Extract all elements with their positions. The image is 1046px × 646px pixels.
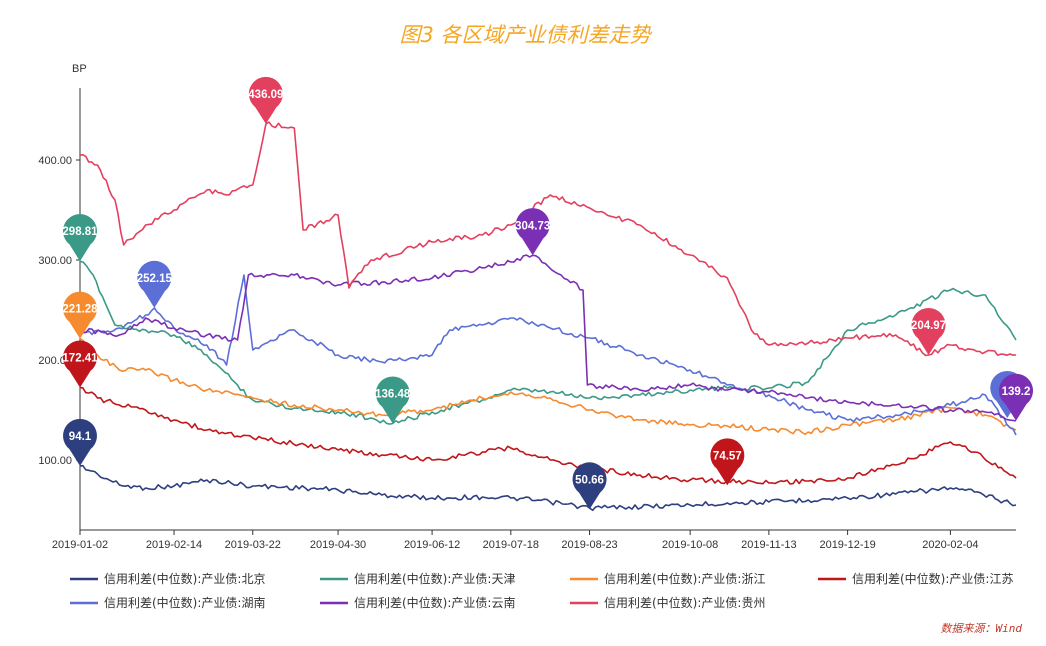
- data-pin-marker: [63, 214, 97, 262]
- series-line: [79, 121, 1017, 357]
- data-pin-label: 74.57: [713, 450, 742, 462]
- legend-entry: 信用利差(中位数):产业债:云南: [320, 595, 515, 610]
- legend-label: 信用利差(中位数):产业债:天津: [354, 571, 515, 586]
- x-tick-label: 2019-01-02: [52, 539, 108, 551]
- data-pin-label: 252.15: [137, 273, 173, 285]
- legend-entry: 信用利差(中位数):产业债:贵州: [570, 595, 765, 610]
- y-tick-label: 100.00: [38, 455, 72, 467]
- y-axis-unit-label: BP: [72, 63, 87, 75]
- data-pin: 298.81: [62, 214, 98, 262]
- data-pin: 252.15: [137, 260, 173, 308]
- legend-label: 信用利差(中位数):产业债:湖南: [104, 595, 265, 610]
- data-pin-label: 304.73: [515, 220, 550, 232]
- chart-title: 图3 各区域产业债利差走势: [399, 23, 652, 47]
- legend: 信用利差(中位数):产业债:北京 信用利差(中位数):产业债:天津 信用利差(中位数…: [70, 571, 1013, 610]
- x-tick-label: 2019-08-23: [561, 539, 617, 551]
- legend-label: 信用利差(中位数):产业债:云南: [354, 595, 515, 610]
- data-pin-marker: [999, 373, 1033, 421]
- legend-label: 信用利差(中位数):产业债:浙江: [604, 571, 765, 586]
- data-pin-label: 221.28: [62, 304, 98, 316]
- series-line: [79, 260, 1017, 425]
- legend-label: 信用利差(中位数):产业债:贵州: [604, 595, 765, 610]
- series-line: [79, 254, 1017, 422]
- data-pin-label: 204.97: [911, 320, 946, 332]
- x-tick-label: 2019-12-19: [819, 539, 875, 551]
- series-line: [79, 337, 1017, 436]
- data-pin: 94.1: [63, 418, 97, 466]
- x-tick-label: 2019-06-12: [404, 539, 460, 551]
- data-pin-marker: [572, 462, 607, 510]
- data-pin-marker: [911, 307, 946, 356]
- series-line: [79, 386, 1017, 485]
- legend-label: 信用利差(中位数):产业债:江苏: [852, 571, 1013, 586]
- x-tick-label: 2020-02-04: [922, 539, 978, 551]
- data-pin-marker: [63, 418, 97, 466]
- y-tick-label: 300.00: [38, 255, 72, 267]
- data-pin-label: 50.66: [575, 474, 604, 486]
- data-pin: 50.66: [572, 462, 607, 510]
- legend-label: 信用利差(中位数):产业债:北京: [104, 571, 265, 586]
- data-pin: 221.28: [62, 291, 98, 339]
- data-pin-label: 94.1: [69, 431, 92, 443]
- legend-entry: 信用利差(中位数):产业债:北京: [70, 571, 265, 586]
- data-pin: 139.2: [999, 373, 1033, 421]
- data-pin-marker: [710, 438, 745, 486]
- series-line: [79, 464, 1017, 512]
- data-pin-marker: [248, 76, 283, 124]
- data-pin-marker: [515, 208, 550, 256]
- data-pin: 136.48: [375, 376, 411, 424]
- y-tick-label: 400.00: [38, 155, 72, 167]
- data-pins: 94.1 50.66 298.81 136.48 221.28 172.41 74.57 25…: [62, 76, 1033, 510]
- data-pin-marker: [63, 340, 97, 388]
- data-pin-label: 436.09: [248, 89, 283, 101]
- x-tick-label: 2019-04-30: [310, 539, 366, 551]
- legend-entry: 信用利差(中位数):产业债:浙江: [570, 571, 765, 586]
- source-note: 数据来源：Wind: [941, 622, 1023, 635]
- series-line: [79, 274, 1017, 436]
- data-pin-marker: [137, 260, 172, 308]
- legend-entry: 信用利差(中位数):产业债:江苏: [818, 571, 1013, 586]
- data-pin-marker: [375, 376, 410, 424]
- data-pin-label: 298.81: [62, 226, 98, 238]
- data-pin: 172.41: [62, 340, 98, 388]
- data-pin-label: 172.41: [62, 353, 98, 365]
- legend-entry: 信用利差(中位数):产业债:天津: [320, 571, 515, 586]
- legend-entry: 信用利差(中位数):产业债:湖南: [70, 595, 265, 610]
- data-pin: 436.09: [248, 76, 283, 124]
- data-pin: 74.57: [710, 438, 745, 486]
- x-tick-label: 2019-10-08: [662, 539, 718, 551]
- series-lines: [79, 121, 1017, 512]
- x-tick-label: 2019-07-18: [483, 539, 539, 551]
- x-tick-label: 2019-02-14: [146, 539, 202, 551]
- data-pin: 204.97: [911, 307, 946, 356]
- data-pin: 304.73: [515, 208, 550, 256]
- data-pin-label: 136.48: [375, 389, 411, 401]
- x-tick-label: 2019-03-22: [225, 539, 281, 551]
- x-tick-label: 2019-11-13: [741, 539, 796, 551]
- data-pin-label: 139.2: [1002, 386, 1031, 398]
- data-pin-marker: [63, 291, 97, 339]
